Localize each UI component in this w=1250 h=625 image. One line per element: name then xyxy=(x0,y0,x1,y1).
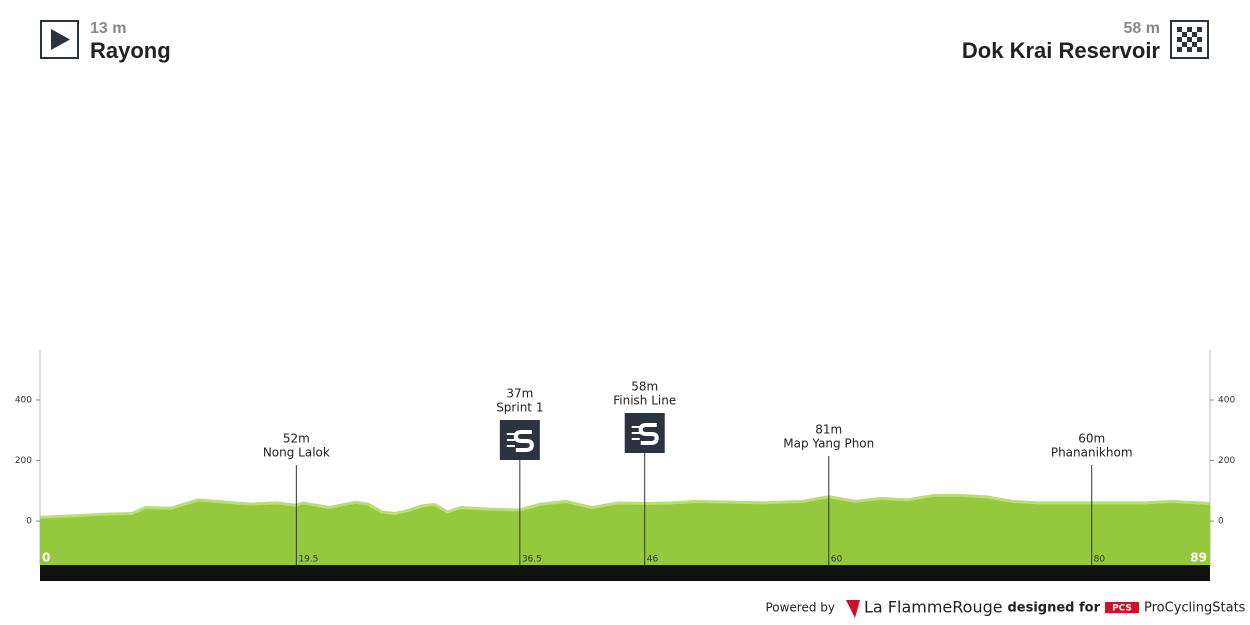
waypoint-km: 36.5 xyxy=(522,555,542,565)
waypoint-elevation: 58m xyxy=(631,380,658,394)
start-icon xyxy=(40,20,79,59)
checker-square xyxy=(1182,32,1187,37)
waypoint-name: Phananikhom xyxy=(1051,446,1133,460)
y-tick-label-right: 400 xyxy=(1218,395,1235,405)
waypoint-elevation: 52m xyxy=(283,432,310,446)
waypoint-elevation: 60m xyxy=(1078,432,1105,446)
waypoint-elevation: 81m xyxy=(815,423,842,437)
start-arrow xyxy=(51,29,70,50)
site-name: ProCyclingStats xyxy=(1144,601,1246,616)
waypoint-name: Sprint 1 xyxy=(496,401,543,415)
waypoint-km: 60 xyxy=(831,555,843,565)
checker-square xyxy=(1197,27,1202,32)
checker-square xyxy=(1177,47,1182,52)
checker-square xyxy=(1177,27,1182,32)
x-start-label: 0 xyxy=(42,551,50,565)
designed-for: designed for xyxy=(1007,601,1100,616)
checker-square xyxy=(1197,47,1202,52)
checker-square xyxy=(1192,32,1197,37)
start-name: Rayong xyxy=(90,38,171,63)
finish-name: Dok Krai Reservoir xyxy=(962,38,1161,63)
waypoint-km: 80 xyxy=(1094,555,1106,565)
profile-area xyxy=(40,495,1210,565)
x-end-label: 89 xyxy=(1190,551,1207,565)
flamme-logo xyxy=(846,600,860,618)
waypoint-km: 19.5 xyxy=(298,555,318,565)
y-tick-label-right: 0 xyxy=(1218,517,1224,527)
profile-line xyxy=(39,493,1211,519)
waypoint-name: Map Yang Phon xyxy=(783,437,874,451)
waypoint-name: Finish Line xyxy=(613,394,676,408)
start-elevation: 13 m xyxy=(90,20,126,37)
y-tick-label: 400 xyxy=(15,395,32,405)
waypoint-elevation: 37m xyxy=(506,387,533,401)
powered-by: Powered by xyxy=(765,601,835,615)
y-tick-label-right: 200 xyxy=(1218,456,1235,466)
finish-elevation: 58 m xyxy=(1124,20,1160,37)
checker-square xyxy=(1177,37,1182,42)
checker-square xyxy=(1197,37,1202,42)
checker-square xyxy=(1187,37,1192,42)
road-bar xyxy=(40,565,1210,581)
brand: La FlammeRouge xyxy=(864,598,1003,617)
checker-square xyxy=(1187,47,1192,52)
waypoint-name: Nong Lalok xyxy=(263,446,330,460)
y-tick-label: 0 xyxy=(26,517,32,527)
y-tick-label: 200 xyxy=(15,456,32,466)
pcs-text: PCS xyxy=(1112,604,1132,614)
checker-square xyxy=(1192,42,1197,47)
waypoint-km: 46 xyxy=(647,555,659,565)
finish-flag xyxy=(1177,27,1202,52)
pcs-logo xyxy=(1105,602,1139,613)
sprint-s xyxy=(638,423,659,445)
finish-icon xyxy=(1170,20,1209,59)
checker-square xyxy=(1187,27,1192,32)
checker-square xyxy=(1182,42,1187,47)
sprint-s xyxy=(513,430,534,452)
